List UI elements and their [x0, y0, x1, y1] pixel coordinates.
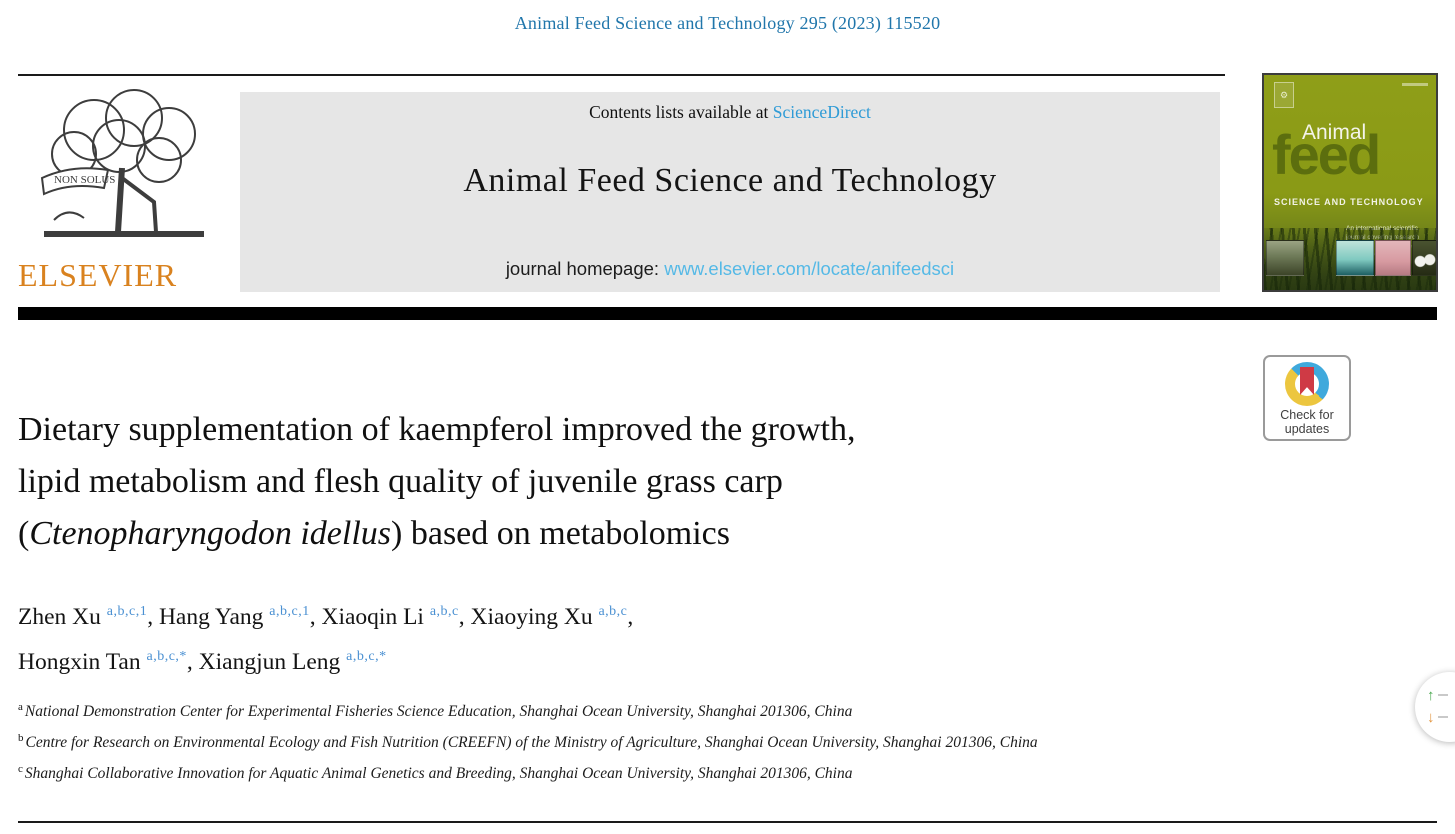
affiliation-marker: c [18, 763, 23, 776]
check-updates-donut-icon [1285, 362, 1329, 406]
affiliation-list: a National Demonstration Center for Exper… [18, 694, 1240, 787]
journal-homepage-link[interactable]: www.elsevier.com/locate/anifeedsci [664, 258, 955, 279]
author-list: Zhen Xu a,b,c,1, Hang Yang a,b,c,1, Xiao… [18, 592, 1038, 682]
sciencedirect-link[interactable]: ScienceDirect [772, 102, 871, 122]
scroll-down-button[interactable]: ↓ [1427, 706, 1455, 728]
homepage-prefix: journal homepage: [505, 258, 665, 279]
header-top-rule [18, 74, 1225, 76]
arrow-up-icon: ↑ [1427, 686, 1435, 704]
author-affil-sup: a,b,c,1 [106, 604, 148, 619]
elsevier-logo: NON SOLUS ELSEVIER [16, 82, 231, 294]
running-head-citation: Animal Feed Science and Technology 295 (… [514, 13, 941, 33]
author: Zhen Xu a,b,c,1, [18, 603, 159, 630]
cover-title-feed: feed [1272, 123, 1381, 186]
author-affil-sup: a,b,c [598, 604, 628, 619]
elsevier-wordmark: ELSEVIER [18, 257, 178, 293]
affiliation: b Centre for Research on Environmental Ec… [18, 732, 1038, 752]
cover-title-animal: Animal [1302, 121, 1367, 144]
affiliation: c Shanghai Collaborative Innovation for A… [18, 763, 853, 783]
cover-issn-mark [1402, 83, 1428, 86]
cover-subtitle: SCIENCE AND TECHNOLOGY [1274, 197, 1424, 207]
author: Xiangjun Leng a,b,c,* [198, 648, 387, 675]
elsevier-tree-icon: NON SOLUS [40, 89, 204, 237]
article-title: Dietary supplementation of kaempferol im… [18, 411, 856, 552]
author-affil-sup: a,b,c,* [346, 648, 387, 664]
author-affil-sup: a,b,c,1 [269, 604, 310, 619]
species-name-italic: Ctenopharyngodon idellus [29, 515, 392, 552]
scroll-nav-widget[interactable]: ↑ ↓ [1415, 672, 1455, 742]
cover-photo-pig [1375, 240, 1411, 276]
cover-photo-strip [1266, 240, 1436, 276]
author-affil-sup: a,b,c,* [146, 648, 187, 664]
cover-photo-cattle [1266, 240, 1304, 276]
section-bottom-rule [18, 821, 1437, 823]
scroll-up-button[interactable]: ↑ [1427, 684, 1455, 706]
homepage-line: journal homepage: www.elsevier.com/locat… [240, 258, 1220, 280]
journal-banner: Contents lists available at ScienceDirec… [240, 92, 1220, 292]
cover-photo-testtubes [1336, 240, 1374, 276]
author: Hang Yang a,b,c,1, [158, 603, 322, 630]
bookmark-icon [1300, 367, 1314, 395]
affiliation: a National Demonstration Center for Exper… [18, 701, 853, 721]
check-for-updates-badge[interactable]: Check for updates [1263, 355, 1351, 441]
author: Xiaoqin Li a,b,c, [321, 603, 471, 630]
journal-cover-thumbnail: ⚙ Animal feed SCIENCE AND TECHNOLOGY An … [1262, 73, 1438, 292]
elsevier-motto: NON SOLUS [54, 174, 115, 186]
author-affil-sup: a,b,c [429, 604, 459, 619]
header-divider-bar [18, 307, 1437, 320]
journal-title: Animal Feed Science and Technology [463, 162, 997, 199]
contents-line: Contents lists available at ScienceDirec… [240, 102, 1220, 123]
cover-photo-hens [1412, 240, 1436, 276]
contents-prefix: Contents lists available at [589, 102, 773, 122]
author: Xiaoying Xu a,b,c, [470, 603, 634, 630]
check-updates-label: Check for updates [1280, 408, 1334, 437]
affiliation-marker: a [18, 701, 23, 713]
arrow-down-icon: ↓ [1427, 708, 1435, 726]
cover-elsevier-mini-logo-icon: ⚙ [1274, 82, 1294, 108]
author: Hongxin Tan a,b,c,*, [18, 648, 199, 675]
affiliation-marker: b [18, 732, 24, 745]
